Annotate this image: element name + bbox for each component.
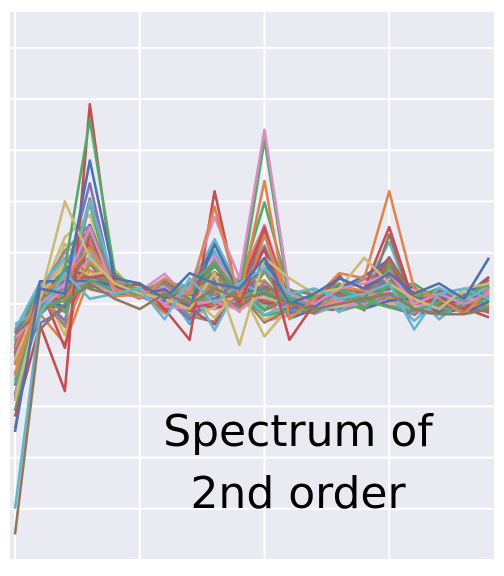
series-line bbox=[13, 282, 490, 535]
series-line bbox=[13, 278, 490, 376]
series-line bbox=[13, 159, 491, 433]
annotation-line-1: Spectrum of bbox=[163, 406, 434, 457]
annotation-line-2: 2nd order bbox=[190, 468, 406, 519]
series-group bbox=[13, 102, 491, 535]
series-line bbox=[13, 118, 490, 387]
series-line bbox=[13, 179, 490, 377]
series-line bbox=[13, 200, 490, 402]
series-line bbox=[13, 128, 490, 397]
series-line bbox=[13, 266, 490, 509]
